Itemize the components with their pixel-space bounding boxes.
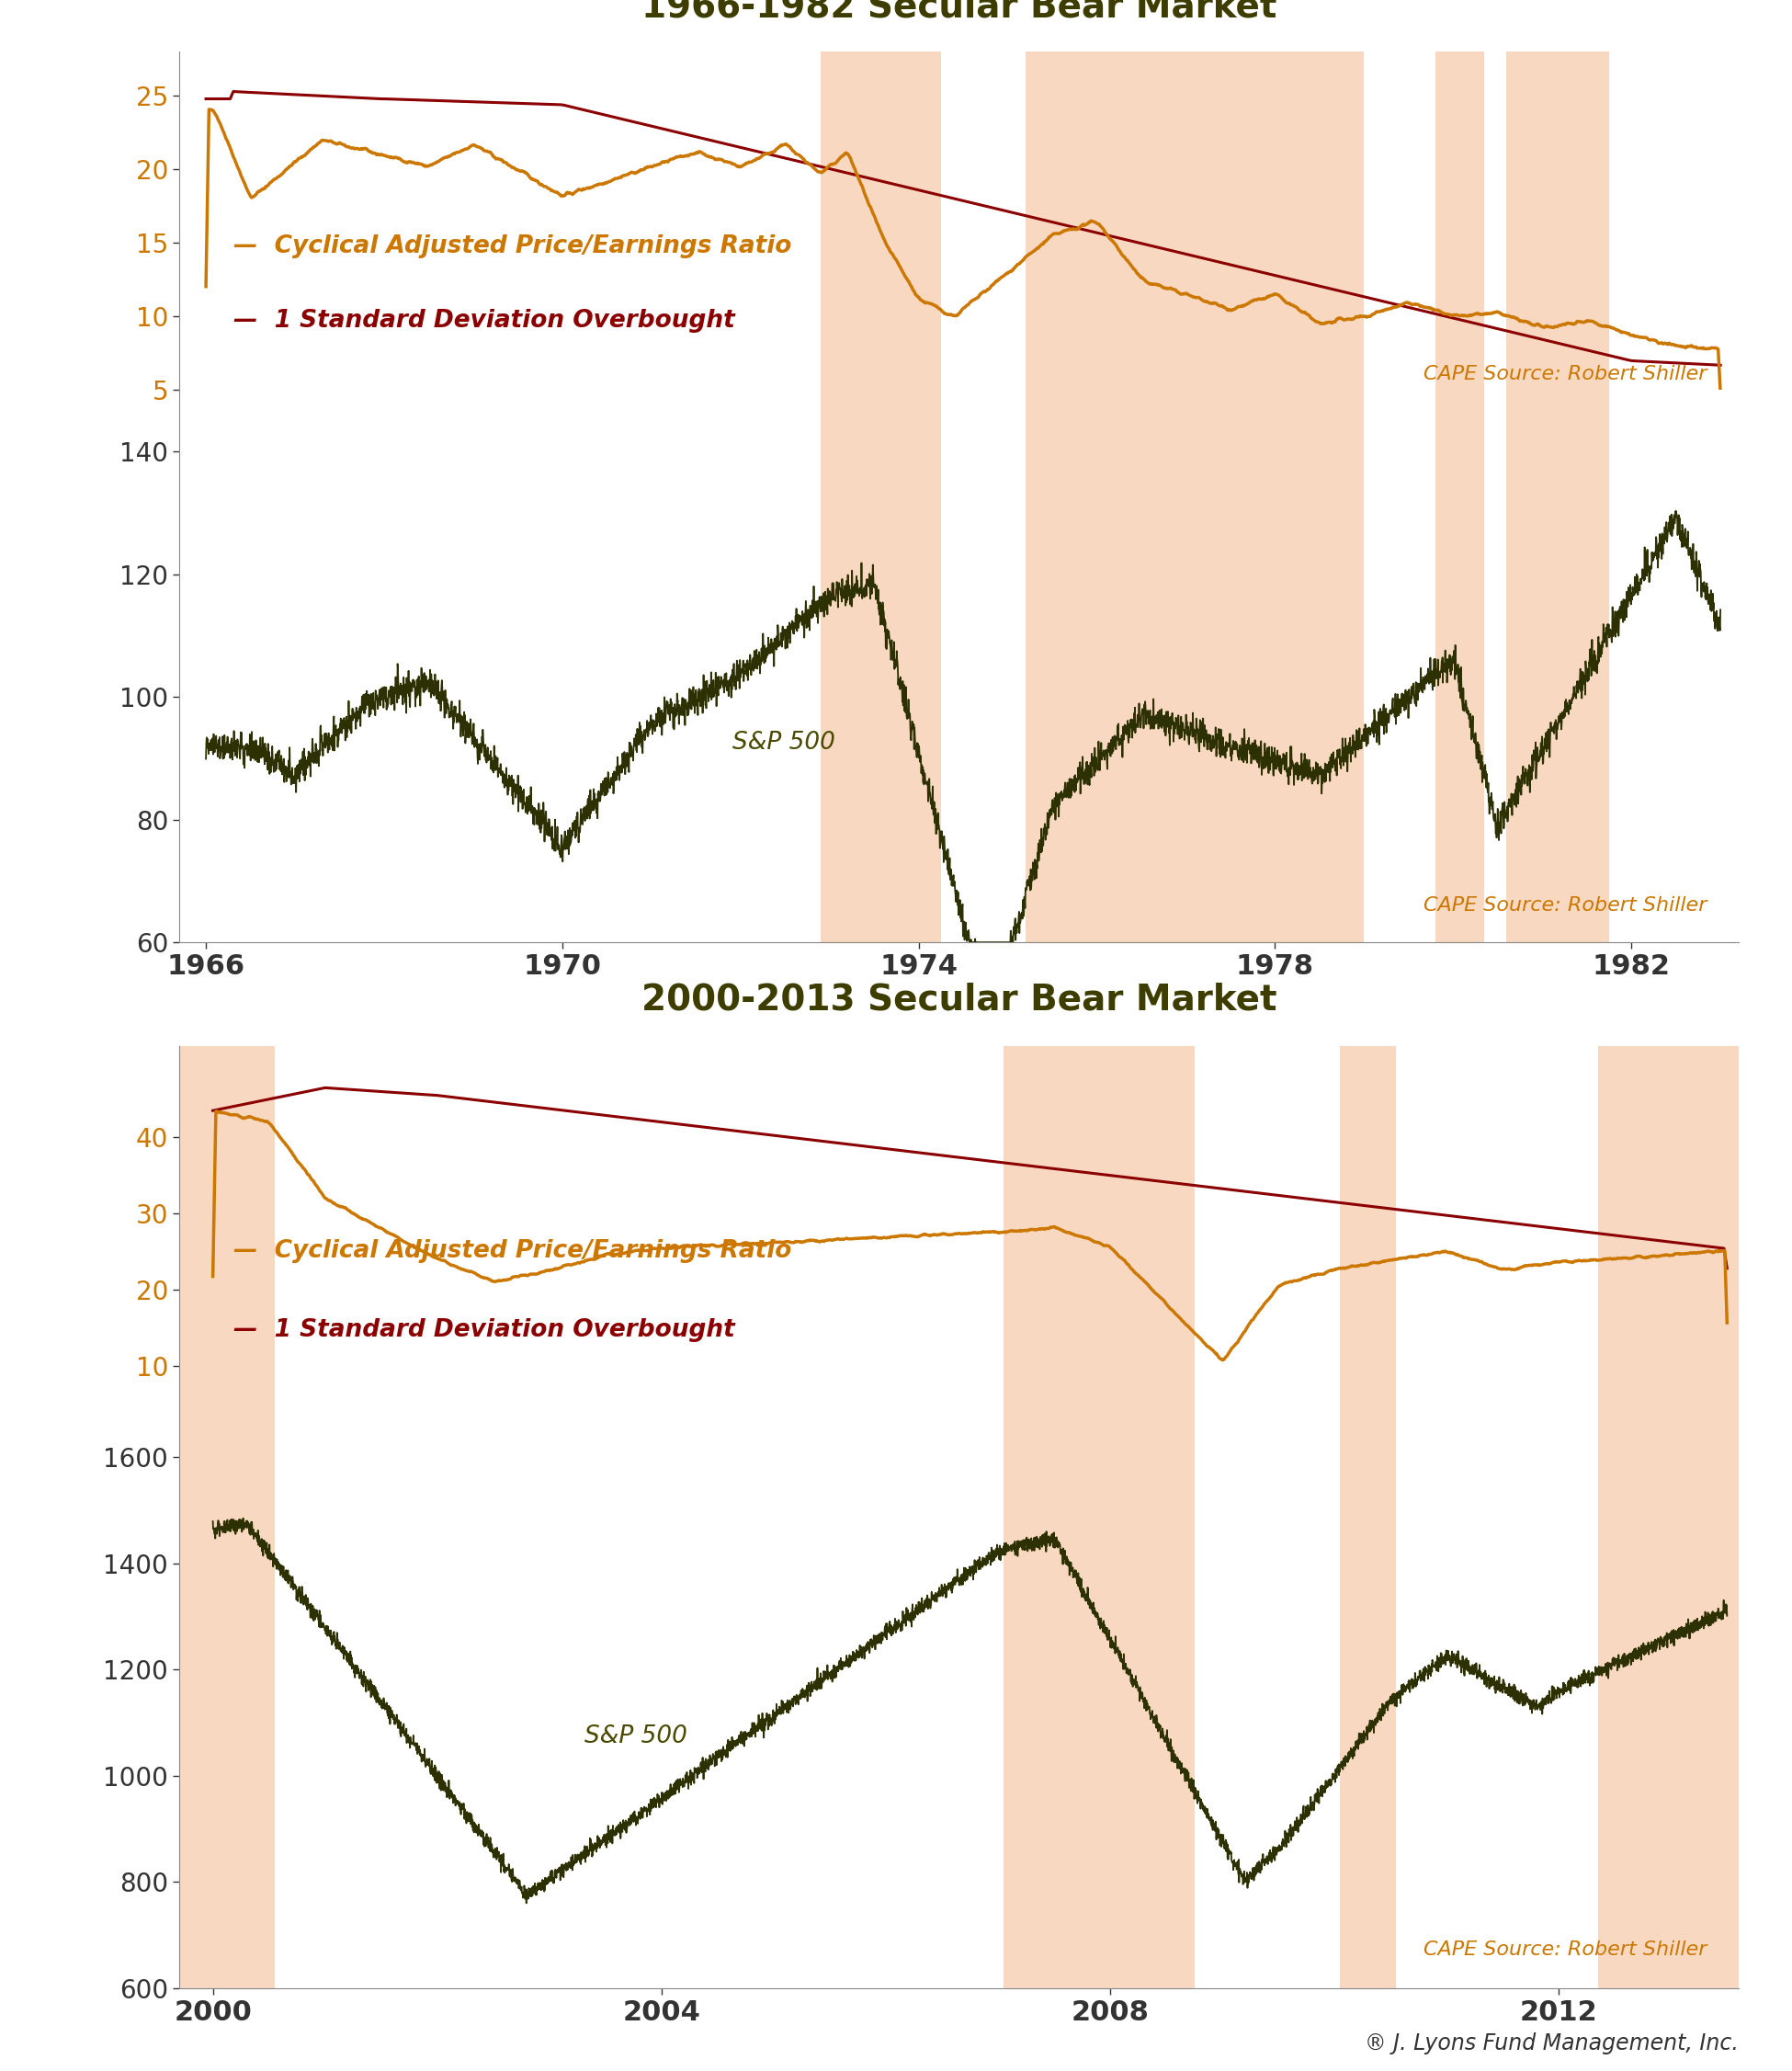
Bar xyxy=(1004,1404,1193,1988)
Bar xyxy=(1004,1046,1193,1404)
Text: S&P 500: S&P 500 xyxy=(733,731,835,754)
Bar xyxy=(1507,52,1609,389)
Bar xyxy=(179,1046,274,1404)
Bar xyxy=(1025,389,1364,942)
Bar xyxy=(1598,1404,1738,1988)
Text: 1966-1982 Secular Bear Market: 1966-1982 Secular Bear Market xyxy=(642,0,1276,25)
Text: CAPE Source: Robert Shiller: CAPE Source: Robert Shiller xyxy=(1423,364,1708,383)
Text: S&P 500: S&P 500 xyxy=(584,1725,688,1748)
Text: 2000-2013 Secular Bear Market: 2000-2013 Secular Bear Market xyxy=(642,982,1276,1017)
Text: —  1 Standard Deviation Overbought: — 1 Standard Deviation Overbought xyxy=(233,1317,735,1342)
Bar xyxy=(1340,1046,1396,1404)
Text: —  Cyclical Adjusted Price/Earnings Ratio: — Cyclical Adjusted Price/Earnings Ratio xyxy=(233,1238,792,1263)
Bar xyxy=(1435,389,1484,942)
Bar xyxy=(821,52,941,389)
Text: —  Cyclical Adjusted Price/Earnings Ratio: — Cyclical Adjusted Price/Earnings Ratio xyxy=(233,234,792,259)
Bar xyxy=(1435,52,1484,389)
Bar xyxy=(1598,1046,1738,1404)
Bar xyxy=(1507,389,1609,942)
Text: CAPE Source: Robert Shiller: CAPE Source: Robert Shiller xyxy=(1423,1941,1708,1959)
Text: —  1 Standard Deviation Overbought: — 1 Standard Deviation Overbought xyxy=(233,309,735,333)
Bar xyxy=(1025,52,1364,389)
Bar xyxy=(1340,1404,1396,1988)
Bar xyxy=(821,389,941,942)
Bar xyxy=(179,1404,274,1988)
Text: CAPE Source: Robert Shiller: CAPE Source: Robert Shiller xyxy=(1423,897,1708,915)
Text: ® J. Lyons Fund Management, Inc.: ® J. Lyons Fund Management, Inc. xyxy=(1364,2032,1738,2054)
